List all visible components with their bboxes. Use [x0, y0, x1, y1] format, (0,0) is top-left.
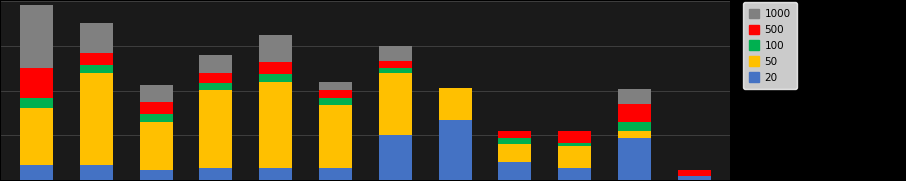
Bar: [140, 114, 172, 122]
Bar: [80, 165, 112, 180]
Bar: [80, 53, 112, 65]
Bar: [379, 46, 411, 61]
Bar: [439, 87, 471, 120]
Bar: [259, 62, 292, 74]
Bar: [498, 131, 531, 138]
Bar: [618, 89, 651, 104]
Bar: [20, 5, 53, 68]
Bar: [20, 68, 53, 98]
Bar: [259, 168, 292, 180]
Bar: [498, 138, 531, 144]
Bar: [618, 131, 651, 138]
Bar: [319, 81, 352, 90]
Bar: [80, 65, 112, 73]
Bar: [319, 90, 352, 98]
Bar: [20, 98, 53, 108]
Bar: [379, 61, 411, 68]
Legend: 1000, 500, 100, 50, 20: 1000, 500, 100, 50, 20: [743, 2, 797, 89]
Bar: [199, 168, 232, 180]
Bar: [498, 162, 531, 180]
Bar: [558, 143, 591, 146]
Bar: [379, 73, 411, 135]
Bar: [199, 90, 232, 168]
Bar: [558, 131, 591, 143]
Bar: [319, 98, 352, 106]
Bar: [140, 102, 172, 114]
Bar: [439, 120, 471, 180]
Bar: [140, 122, 172, 170]
Bar: [259, 35, 292, 62]
Bar: [20, 165, 53, 180]
Bar: [379, 135, 411, 180]
Bar: [558, 168, 591, 180]
Bar: [140, 85, 172, 102]
Bar: [259, 74, 292, 81]
Bar: [319, 106, 352, 168]
Bar: [199, 73, 232, 83]
Bar: [618, 138, 651, 180]
Bar: [618, 104, 651, 122]
Bar: [199, 55, 232, 73]
Bar: [558, 146, 591, 168]
Bar: [80, 73, 112, 165]
Bar: [140, 170, 172, 180]
Bar: [498, 144, 531, 162]
Bar: [199, 83, 232, 90]
Bar: [319, 168, 352, 180]
Bar: [379, 68, 411, 73]
Bar: [678, 170, 710, 176]
Bar: [20, 108, 53, 165]
Bar: [618, 122, 651, 131]
Bar: [80, 23, 112, 53]
Bar: [259, 81, 292, 168]
Bar: [678, 176, 710, 180]
